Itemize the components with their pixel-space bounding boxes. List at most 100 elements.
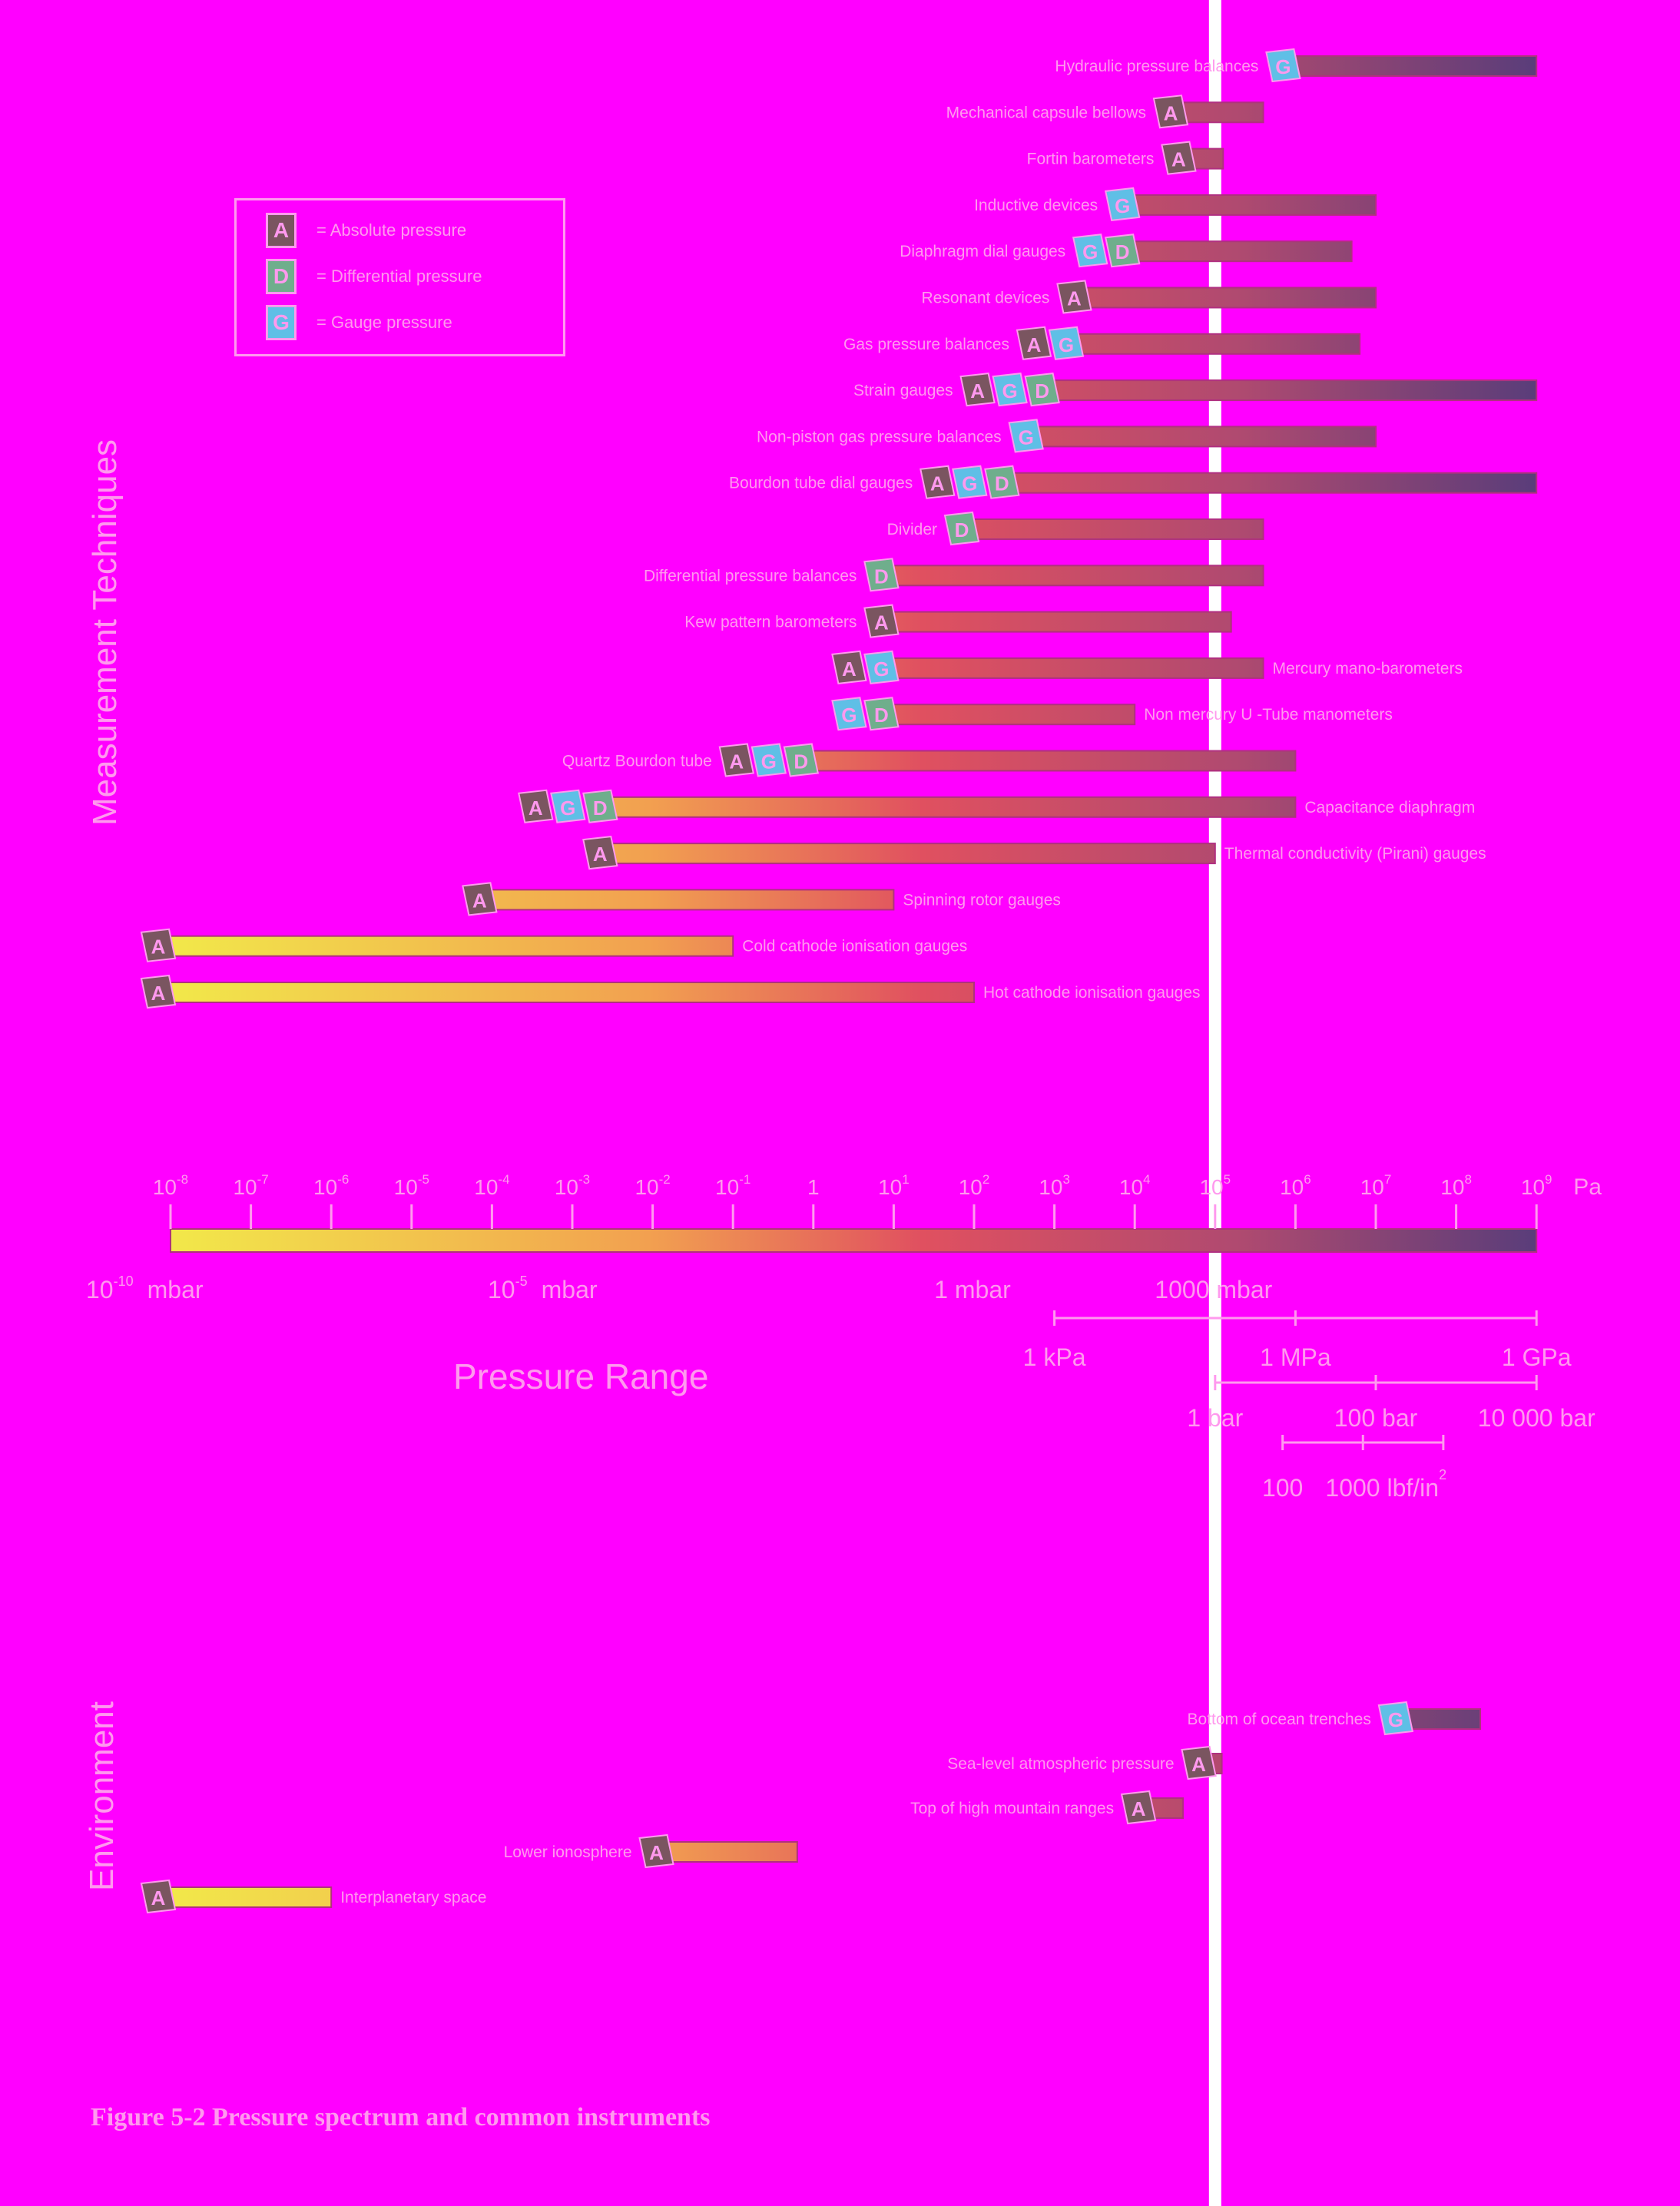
badge-d-icon: D	[1024, 373, 1060, 407]
technique-bar	[1134, 194, 1377, 216]
badge-g-icon: G	[266, 305, 297, 340]
badge-d-icon: D	[863, 558, 900, 592]
technique-label: Quartz Bourdon tube	[562, 753, 712, 770]
x-tick-label: 102	[959, 1172, 990, 1199]
technique-bar	[1134, 240, 1353, 263]
technique-label: Hot cathode ionisation gauges	[983, 984, 1201, 1002]
badge-g-icon: G	[1072, 234, 1108, 268]
badge-d-icon: D	[783, 743, 820, 777]
svg-text:A: A	[1191, 1753, 1206, 1776]
technique-label: Kew pattern barometers	[684, 614, 857, 631]
x-tick-label: 10-3	[555, 1172, 590, 1199]
x-tick-label: 104	[1119, 1172, 1151, 1199]
technique-bar	[491, 889, 895, 911]
svg-text:A: A	[472, 889, 487, 912]
badge-a-icon: A	[920, 465, 956, 499]
technique-bar	[611, 843, 1216, 865]
badge-a-icon: A	[140, 928, 177, 962]
pressure-range-label: Pressure Range	[453, 1356, 709, 1396]
x-tick-label: 10-4	[474, 1172, 509, 1199]
pa-scale-bracket	[1053, 1310, 1538, 1326]
technique-bar	[1053, 379, 1538, 402]
svg-text:G: G	[761, 750, 777, 773]
badge-a-icon: A	[863, 604, 900, 638]
environment-label: Top of high mountain ranges	[910, 1800, 1114, 1817]
x-tick-label: 10-6	[313, 1172, 349, 1199]
technique-bar	[893, 657, 1264, 679]
badge-g-icon: G	[1377, 1701, 1414, 1736]
svg-text:A: A	[1164, 101, 1178, 124]
svg-text:G: G	[560, 797, 575, 820]
technique-label: Mercury mano-barometers	[1273, 660, 1463, 677]
environment-label: Lower ionosphere	[504, 1843, 632, 1861]
technique-bar	[1181, 101, 1264, 124]
technique-bar	[1013, 472, 1538, 494]
svg-text:A: A	[970, 379, 985, 402]
svg-text:A: A	[842, 657, 857, 681]
pa-unit-label: Pa	[1573, 1174, 1602, 1200]
badge-a-icon: A	[518, 789, 554, 823]
bar-scale-label: 10 000 bar	[1478, 1404, 1596, 1432]
badge-d-icon: D	[984, 465, 1020, 499]
legend-item-gauge: G = Gauge pressure	[266, 305, 452, 340]
lbf-scale-bracket	[1281, 1435, 1445, 1450]
svg-text:A: A	[529, 797, 543, 820]
x-tick-label: 106	[1280, 1172, 1311, 1199]
badge-g-icon: G	[863, 650, 900, 684]
badge-a-icon: A	[1056, 280, 1092, 314]
badge-g-icon: G	[751, 743, 787, 777]
badge-g-icon: G	[952, 465, 988, 499]
badge-d-icon: D	[863, 697, 900, 731]
technique-label: Spinning rotor gauges	[903, 891, 1060, 909]
lbf-scale-label: 100	[1262, 1474, 1303, 1502]
svg-text:G: G	[873, 657, 889, 681]
mbar-scale-label: 1000 mbar	[1155, 1276, 1272, 1303]
badge-a-icon: A	[831, 650, 867, 684]
legend-item-absolute: A = Absolute pressure	[266, 213, 467, 248]
technique-bar	[893, 704, 1136, 726]
bar-scale-bracket	[1214, 1375, 1538, 1390]
technique-label: Inductive devices	[974, 197, 1098, 214]
technique-bar	[1190, 147, 1224, 170]
badge-d-icon: D	[266, 259, 297, 294]
technique-bar	[812, 750, 1297, 772]
badge-a-icon: A	[266, 213, 297, 248]
badge-g-icon: G	[1265, 48, 1301, 83]
badge-a-icon: A	[582, 836, 618, 870]
technique-bar	[1077, 333, 1361, 355]
x-tick-label: 105	[1199, 1172, 1231, 1199]
svg-text:D: D	[955, 518, 969, 542]
technique-label: Gas pressure balances	[843, 336, 1009, 353]
pa-scale-label: 1 GPa	[1502, 1343, 1572, 1371]
legend-label: = Absolute pressure	[316, 220, 467, 240]
svg-text:A: A	[151, 982, 166, 1005]
svg-text:D: D	[874, 565, 889, 588]
svg-text:G: G	[1082, 240, 1098, 263]
svg-text:G: G	[1388, 1708, 1403, 1731]
svg-text:D: D	[874, 704, 889, 727]
svg-text:G: G	[1275, 55, 1291, 78]
technique-label: Thermal conductivity (Pirani) gauges	[1224, 845, 1486, 863]
svg-text:A: A	[649, 1841, 664, 1864]
legend-label: = Differential pressure	[316, 267, 482, 286]
svg-text:A: A	[874, 611, 889, 634]
environment-bar	[1407, 1708, 1481, 1730]
badge-g-icon: G	[1104, 187, 1141, 221]
x-tick-label: 101	[878, 1172, 910, 1199]
badge-a-icon: A	[462, 882, 498, 916]
technique-label: Bourdon tube dial gauges	[729, 475, 913, 492]
technique-label: Differential pressure balances	[644, 567, 857, 585]
badge-a-icon: A	[140, 974, 177, 1009]
environment-label: Bottom of ocean trenches	[1188, 1711, 1371, 1728]
environment-section-label: Environment	[83, 1701, 121, 1891]
technique-bar	[170, 935, 734, 957]
svg-text:D: D	[1115, 240, 1130, 263]
pressure-spectrum-bar	[170, 1228, 1538, 1253]
badge-a-icon: A	[1016, 326, 1052, 360]
x-tick-label: 108	[1440, 1172, 1472, 1199]
technique-bar	[1085, 287, 1377, 309]
x-tick-label: 103	[1039, 1172, 1070, 1199]
technique-label: Strain gauges	[853, 382, 953, 399]
svg-text:D: D	[995, 472, 1009, 495]
